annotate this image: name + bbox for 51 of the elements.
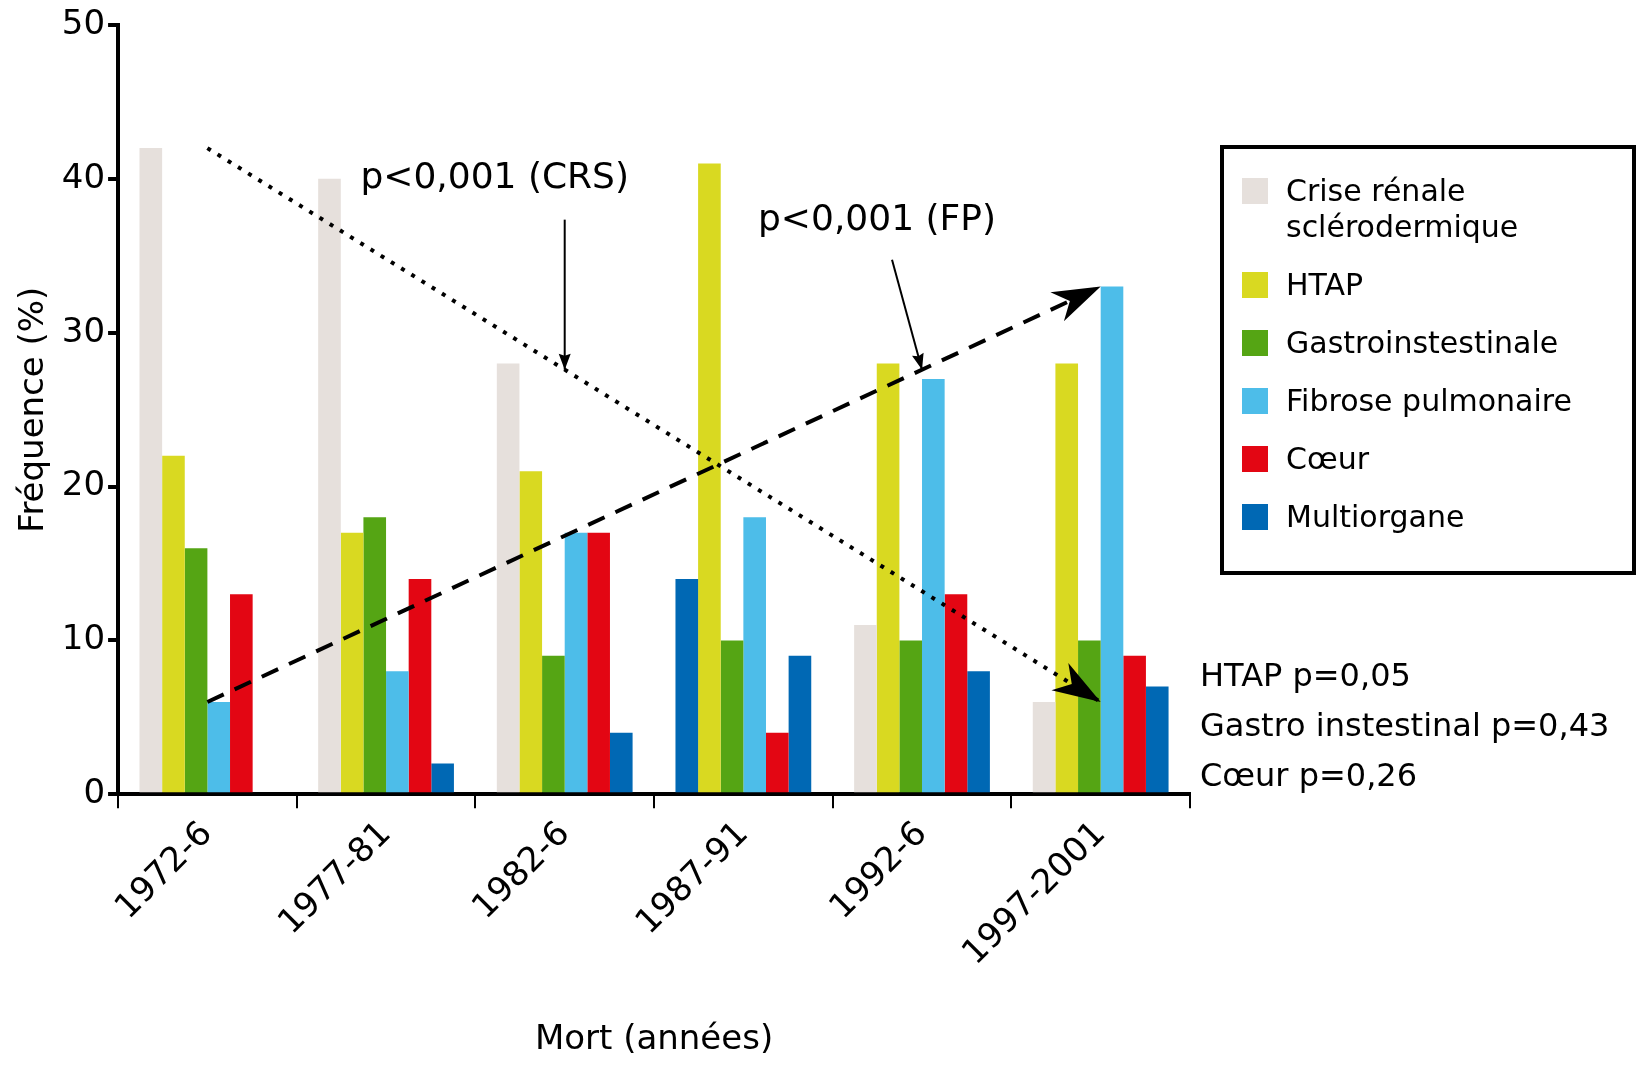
annotation: p<0,001 (FP) [758, 196, 997, 238]
text: Cœur p=0,26 [1200, 755, 1419, 796]
bar [230, 594, 253, 793]
bar [899, 640, 923, 793]
bar [720, 640, 744, 793]
bar [967, 671, 990, 793]
y-tick-label: 10 [61, 617, 106, 658]
bar [587, 532, 610, 793]
bar [743, 517, 766, 793]
bar [765, 732, 789, 793]
bar [788, 655, 812, 793]
bar [922, 378, 945, 793]
bar [564, 532, 588, 793]
bar [944, 594, 968, 793]
bar [609, 732, 633, 793]
y-tick-label: 30 [61, 309, 106, 350]
bar [184, 548, 208, 793]
bar [139, 148, 163, 793]
bar [1123, 655, 1146, 793]
bar [386, 671, 409, 793]
bar [1145, 686, 1169, 793]
bar [318, 178, 341, 793]
bar [431, 763, 454, 793]
legend-label: Multiorgane [1286, 499, 1465, 535]
legend-label: Crise rénale sclérodermique [1286, 173, 1520, 245]
y-tick-label: 0 [83, 771, 106, 812]
y-tick-label: 50 [61, 1, 106, 42]
y-tick-label: 20 [61, 463, 106, 504]
text: Gastro instestinal p=0,43 [1200, 705, 1611, 746]
legend-label: Fibrose pulmonaire [1286, 383, 1572, 419]
bar [854, 625, 877, 793]
bar [1100, 286, 1124, 793]
y-axis-title: Fréquence (%) [11, 286, 52, 533]
text: HTAP p=0,05 [1200, 655, 1412, 696]
bar [519, 471, 543, 793]
legend-label: Gastroinstestinale [1286, 325, 1559, 361]
legend-label: Cœur [1286, 441, 1369, 477]
annotation: p<0,001 (CRS) [360, 154, 630, 196]
legend-label: HTAP [1286, 267, 1364, 303]
x-axis-title: Mort (années) [534, 1017, 774, 1058]
bar [207, 701, 231, 793]
y-tick-label: 40 [61, 155, 106, 196]
bar [408, 578, 432, 793]
bar [496, 363, 520, 793]
bar [363, 517, 387, 793]
bar [340, 532, 364, 793]
bar [698, 163, 721, 793]
bar [1032, 701, 1056, 793]
bar [542, 655, 565, 793]
bar [162, 455, 185, 793]
bar [876, 363, 900, 793]
